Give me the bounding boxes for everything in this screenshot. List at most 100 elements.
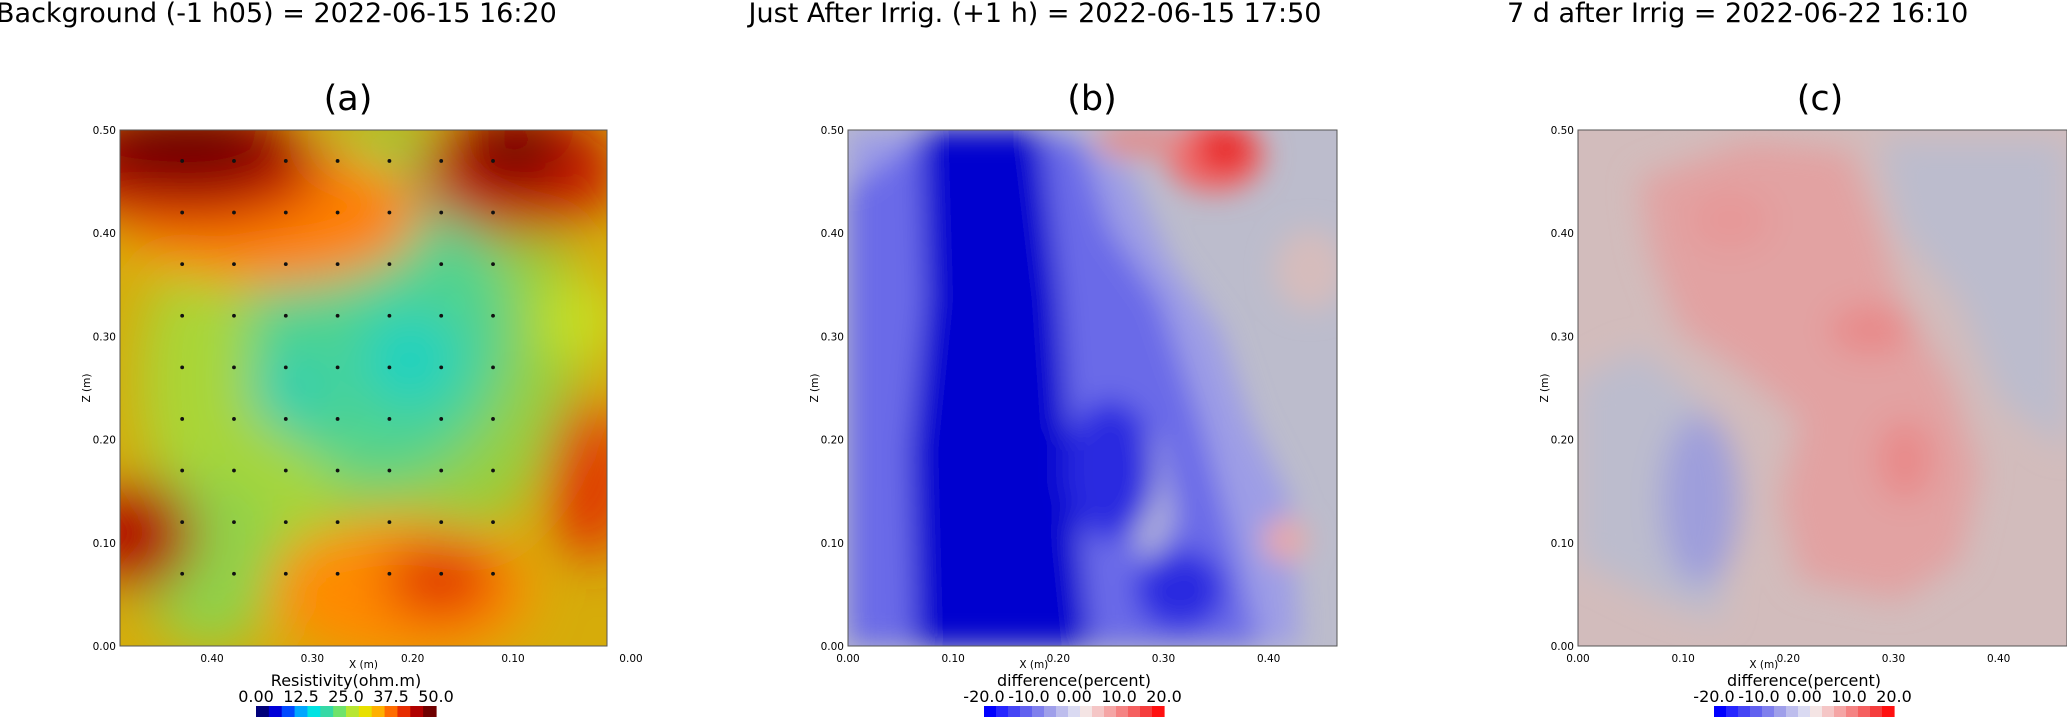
electrode-point: [491, 520, 495, 525]
panel-a: Background (-1 h05) = 2022-06-15 16:20 (…: [0, 0, 643, 717]
colorbar-tick-label: 10.0: [1831, 687, 1867, 706]
field-b-pink-top: [1095, 130, 1185, 158]
field-b-blue-patch-1: [1065, 400, 1155, 540]
panel-c: 7 d after Irrig = 2022-06-22 16:10 (c) 0…: [1507, 0, 2067, 717]
electrode-point: [491, 159, 495, 163]
colorbar-swatch: [1116, 706, 1129, 717]
electrode-point: [439, 210, 444, 215]
colorbar-swatch: [1846, 706, 1859, 717]
colorbar-swatch: [1080, 706, 1093, 717]
electrode-point: [232, 210, 236, 215]
plot-frame-a: [119, 129, 608, 647]
electrode-point: [232, 365, 236, 370]
colorbar-tick-label: 10.0: [1101, 687, 1137, 706]
field-blob-red-left: [120, 480, 195, 590]
colorbar-tick-label: 20.0: [1876, 687, 1912, 706]
electrode-point: [283, 571, 288, 576]
electrode-point: [232, 159, 236, 163]
x-tick-label: 0.30: [301, 653, 324, 665]
field-b-red-top-core: [1197, 130, 1253, 174]
colorbar-swatch: [1810, 706, 1823, 717]
y-tick-label: 0.10: [1551, 538, 1574, 550]
colorbar-tick-label: -20.0: [963, 687, 1004, 706]
heading-b: Just After Irrig. (+1 h) = 2022-06-15 17…: [747, 0, 1322, 29]
colorbar-tick-label: -10.0: [1008, 687, 1049, 706]
panel-label-b: (b): [1067, 79, 1117, 119]
colorbar-swatch: [320, 706, 334, 717]
colorbar-swatch: [1858, 706, 1871, 717]
y-tick-label: 0.50: [93, 125, 116, 137]
colorbar-swatch: [1092, 706, 1105, 717]
field-blob-darkred-topleft: [120, 130, 285, 186]
resistivity-field: [120, 130, 607, 646]
panel-b: Just After Irrig. (+1 h) = 2022-06-15 17…: [747, 0, 1338, 717]
colorbar-tick-label: 37.5: [373, 687, 409, 706]
colorbar-swatch: [1104, 706, 1117, 717]
colorbar-swatch: [371, 706, 386, 717]
colorbar-swatch: [307, 706, 321, 717]
colorbar-title: Resistivity(ohm.m): [271, 671, 421, 690]
difference-field-c: [1578, 130, 2067, 646]
electrode-point: [180, 210, 185, 215]
colorbar-swatch: [1140, 706, 1153, 717]
colorbar-tick-label: 20.0: [1146, 687, 1182, 706]
electrode-point: [283, 159, 288, 163]
electrode-point: [232, 313, 236, 318]
field-b-pink-right: [1263, 518, 1307, 562]
colorbar-swatch: [346, 706, 360, 717]
electrode-point: [387, 571, 392, 576]
x-tick-label: 0.10: [941, 653, 964, 665]
electrode-point: [335, 571, 340, 576]
colorbar-swatch: [1762, 706, 1775, 717]
electrode-point: [180, 468, 185, 473]
x-tick-label: 0.00: [836, 653, 859, 665]
colorbar-swatch: [996, 706, 1009, 717]
colorbar-title: difference(percent): [997, 671, 1151, 690]
field-b-blue-patch-2: [1135, 550, 1225, 630]
electrode-point: [283, 262, 288, 267]
x-tick-label: 0.40: [200, 653, 223, 665]
electrode-point: [387, 313, 392, 318]
colorbar-swatch: [397, 706, 411, 717]
y-axis-label: Z (m): [809, 374, 821, 403]
colorbar-swatch: [1786, 706, 1799, 717]
field-blob-darkred-topright: [460, 130, 570, 185]
heading-a: Background (-1 h05) = 2022-06-15 16:20: [0, 0, 557, 29]
electrode-point: [283, 520, 288, 525]
electrode-point: [439, 313, 444, 318]
y-tick-label: 0.00: [821, 641, 844, 653]
electrode-point: [387, 417, 392, 421]
electrode-point: [387, 262, 392, 267]
x-tick-label: 0.00: [619, 653, 642, 665]
colorbar-swatch: [1834, 706, 1847, 717]
electrode-point: [180, 159, 185, 163]
colorbar-swatch: [1152, 706, 1165, 717]
field-c-blue-patch: [1662, 415, 1738, 585]
electrode-point: [335, 313, 340, 318]
field-c-red-patch-2: [1877, 420, 1933, 500]
x-tick-label: 0.30: [1152, 653, 1175, 665]
y-tick-label: 0.10: [821, 538, 844, 550]
field-blob-yellow-right: [540, 280, 607, 360]
electrode-point: [335, 262, 340, 267]
colorbar-swatch: [1870, 706, 1883, 717]
colorbar-swatch: [384, 706, 399, 717]
electrode-point: [387, 210, 392, 215]
electrode-point: [232, 520, 236, 525]
colorbar-tick-label: 0.00: [1786, 687, 1822, 706]
difference-field-b: [848, 130, 1337, 646]
x-tick-label: 0.20: [401, 653, 424, 665]
x-tick-label: 0.00: [1566, 653, 1589, 665]
electrode-point: [439, 571, 444, 576]
electrode-point: [439, 365, 444, 370]
y-tick-label: 0.30: [821, 331, 844, 343]
colorbar-title: difference(percent): [1727, 671, 1881, 690]
colorbar-swatch: [1738, 706, 1751, 717]
colorbar-swatch: [1044, 706, 1057, 717]
x-tick-label: 0.20: [1777, 653, 1800, 665]
colorbar-swatch: [984, 706, 997, 717]
y-tick-label: 0.40: [821, 228, 844, 240]
colorbar-tick-label: -10.0: [1738, 687, 1779, 706]
x-axis-label: X (m): [1749, 659, 1778, 671]
x-axis-label: X (m): [349, 659, 378, 671]
